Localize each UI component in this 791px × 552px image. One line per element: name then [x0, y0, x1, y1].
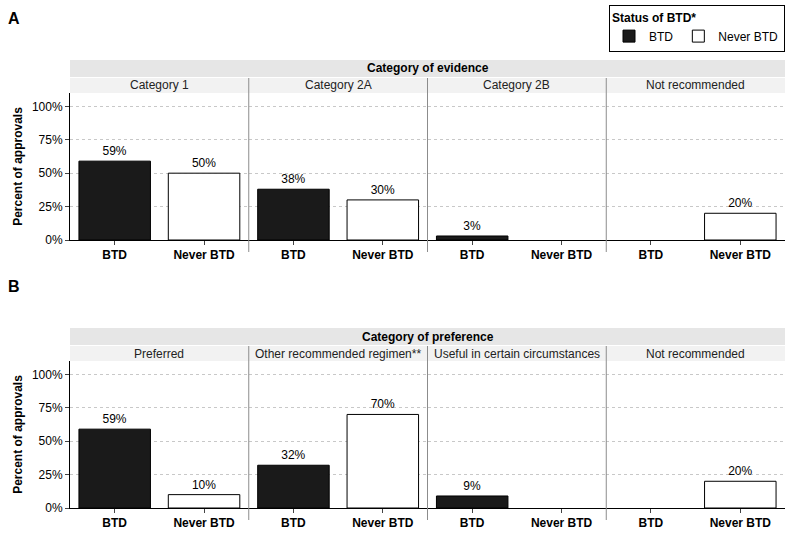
svg-text:38%: 38%	[281, 172, 305, 186]
svg-text:Percent of approvals: Percent of approvals	[11, 375, 25, 494]
svg-text:BTD: BTD	[102, 248, 127, 262]
svg-text:70%: 70%	[371, 397, 395, 411]
svg-text:Category 2B: Category 2B	[483, 78, 550, 92]
svg-text:Category of preference: Category of preference	[362, 330, 494, 344]
svg-text:BTD: BTD	[460, 248, 485, 262]
svg-text:BTD: BTD	[460, 516, 485, 530]
svg-text:Status of BTD*: Status of BTD*	[612, 11, 696, 25]
svg-text:50%: 50%	[39, 434, 63, 448]
svg-text:Never BTD: Never BTD	[531, 516, 593, 530]
svg-text:BTD: BTD	[649, 30, 673, 44]
svg-text:BTD: BTD	[281, 248, 306, 262]
svg-text:75%: 75%	[39, 133, 63, 147]
svg-text:BTD: BTD	[281, 516, 306, 530]
svg-text:Not recommended: Not recommended	[646, 347, 745, 361]
svg-text:Not recommended: Not recommended	[646, 78, 745, 92]
svg-text:75%: 75%	[39, 401, 63, 415]
svg-text:Percent of approvals: Percent of approvals	[11, 107, 25, 226]
svg-text:59%: 59%	[103, 144, 127, 158]
svg-text:25%: 25%	[39, 200, 63, 214]
svg-text:BTD: BTD	[639, 248, 664, 262]
svg-text:Never BTD: Never BTD	[352, 248, 414, 262]
svg-text:Other recommended regimen**: Other recommended regimen**	[255, 347, 421, 361]
svg-text:100%: 100%	[32, 368, 63, 382]
svg-text:Preferred: Preferred	[134, 347, 184, 361]
svg-text:100%: 100%	[32, 100, 63, 114]
svg-text:0%: 0%	[45, 233, 63, 247]
svg-text:3%: 3%	[463, 219, 481, 233]
svg-text:Never BTD: Never BTD	[352, 516, 414, 530]
svg-text:20%: 20%	[728, 464, 752, 478]
svg-text:Category of evidence: Category of evidence	[367, 61, 489, 75]
svg-text:30%: 30%	[371, 183, 395, 197]
svg-text:Never BTD: Never BTD	[531, 248, 593, 262]
svg-text:Category 2A: Category 2A	[305, 78, 372, 92]
svg-text:BTD: BTD	[102, 516, 127, 530]
svg-text:Never BTD: Never BTD	[710, 516, 772, 530]
svg-text:10%: 10%	[192, 478, 216, 492]
svg-text:0%: 0%	[45, 501, 63, 515]
svg-text:25%: 25%	[39, 468, 63, 482]
svg-text:59%: 59%	[103, 412, 127, 426]
svg-text:50%: 50%	[192, 156, 216, 170]
svg-text:A: A	[8, 10, 20, 27]
svg-text:Category 1: Category 1	[130, 78, 189, 92]
svg-text:Never BTD: Never BTD	[173, 248, 235, 262]
svg-text:32%: 32%	[281, 448, 305, 462]
svg-text:50%: 50%	[39, 166, 63, 180]
svg-text:B: B	[8, 278, 20, 295]
svg-text:20%: 20%	[728, 196, 752, 210]
svg-text:Useful in certain circumstance: Useful in certain circumstances	[434, 347, 600, 361]
svg-text:Never BTD: Never BTD	[718, 30, 778, 44]
svg-text:9%: 9%	[463, 479, 481, 493]
svg-text:Never BTD: Never BTD	[173, 516, 235, 530]
svg-text:BTD: BTD	[639, 516, 664, 530]
svg-text:Never BTD: Never BTD	[710, 248, 772, 262]
